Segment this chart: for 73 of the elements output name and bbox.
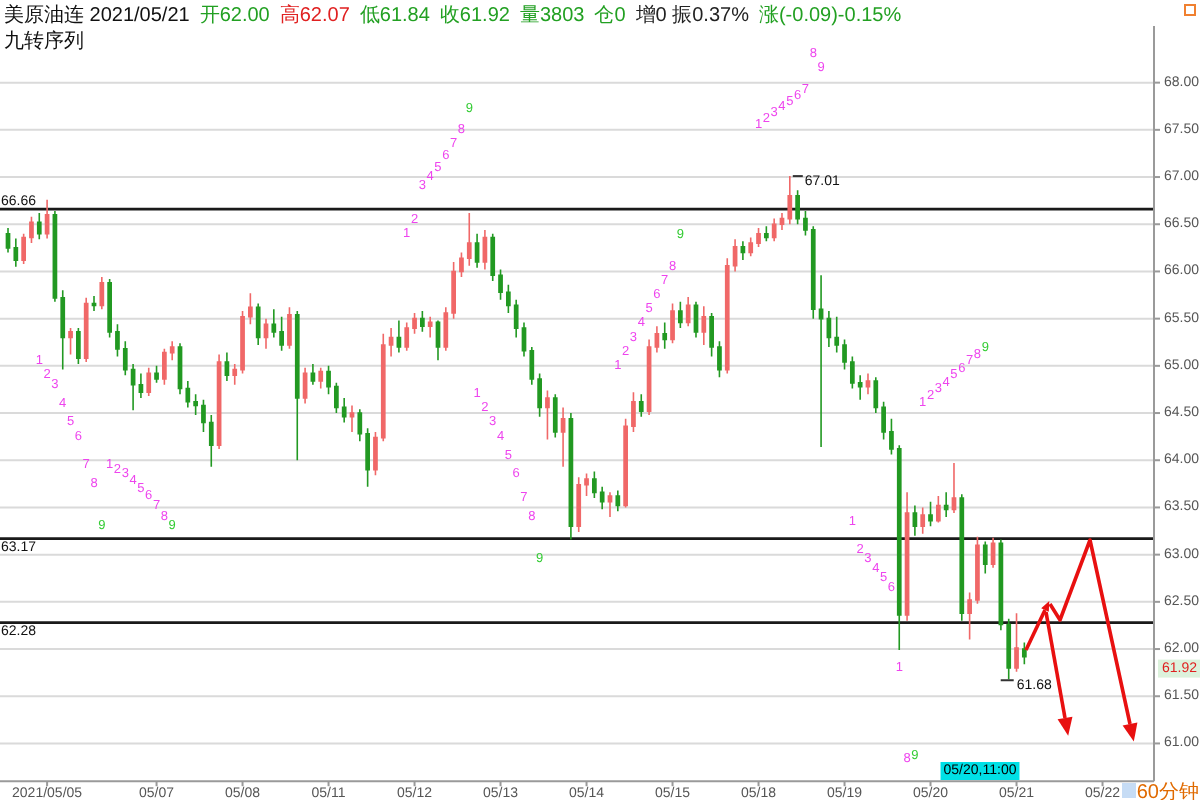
candlestick — [310, 363, 316, 386]
candlestick — [138, 372, 144, 399]
candlestick — [763, 225, 769, 243]
candlestick — [146, 366, 152, 397]
annotation: 低61.84 — [359, 5, 431, 27]
candlestick — [685, 296, 691, 327]
candlestick — [912, 504, 918, 537]
annotation: 仓0 — [594, 3, 627, 27]
annotation: 高62.07 — [279, 3, 351, 27]
chart-subtitle: 九转序列 — [4, 29, 84, 53]
candlestick — [287, 306, 292, 350]
candlestick — [420, 310, 425, 333]
candlestick — [638, 393, 644, 418]
candlestick — [294, 310, 300, 462]
candlestick — [904, 491, 910, 622]
candlestick — [693, 300, 699, 339]
candlestick — [662, 321, 668, 350]
candlestick — [1021, 641, 1027, 665]
candlestick — [68, 327, 73, 356]
candlestick — [302, 366, 308, 405]
annotation: 涨(-0.09)-0.15% — [758, 3, 902, 27]
candlestick — [255, 302, 261, 346]
candlestick — [826, 310, 832, 348]
candlestick — [545, 389, 550, 441]
candlestick — [935, 495, 941, 524]
candlestick — [771, 217, 777, 243]
candlestick — [474, 232, 480, 269]
candlestick — [83, 297, 89, 363]
candlestick — [990, 536, 996, 569]
candlestick — [920, 506, 926, 535]
candlestick — [154, 365, 159, 384]
text: 60分钟 — [1136, 779, 1199, 800]
candlestick — [756, 227, 761, 248]
candlestick — [959, 493, 965, 622]
candlestick — [435, 319, 441, 361]
candlestick — [552, 393, 558, 439]
candlestick — [44, 198, 50, 240]
candlestick — [951, 462, 957, 514]
candlestick — [318, 366, 324, 390]
candlestick — [748, 236, 754, 258]
candlestick — [404, 321, 410, 352]
candlestick — [654, 325, 660, 354]
candlestick — [99, 276, 105, 310]
candlestick — [670, 302, 675, 344]
candlestick — [865, 372, 871, 395]
candlestick — [263, 317, 269, 350]
candlestick — [615, 489, 621, 513]
candlestick — [607, 491, 613, 518]
candlestick — [701, 305, 707, 346]
annotation: 量3803 — [519, 5, 586, 27]
candlestick — [36, 212, 42, 241]
candlestick — [91, 295, 97, 312]
candlestick — [76, 327, 81, 365]
candlestick — [787, 175, 793, 226]
candlestick — [576, 476, 582, 533]
annotation: 增0 振0.37% — [633, 3, 750, 27]
candlestick — [677, 300, 683, 329]
candlestick — [928, 500, 933, 528]
candlestick — [482, 229, 488, 271]
chart-title: 美原油连 2021/05/21 — [4, 3, 191, 27]
candlestick — [740, 240, 746, 261]
annotation: 收61.92 — [439, 5, 511, 27]
candlestick — [162, 348, 167, 386]
candlestick — [427, 315, 433, 339]
candlestick — [396, 319, 402, 354]
annotation: 开62.00 — [199, 5, 271, 27]
candlestick — [279, 315, 284, 352]
candlestick — [943, 491, 949, 518]
candlestick — [1014, 612, 1019, 673]
candlestick — [982, 540, 988, 575]
candlestick — [349, 404, 355, 433]
candlestick — [560, 406, 566, 468]
candlestick — [224, 351, 230, 382]
